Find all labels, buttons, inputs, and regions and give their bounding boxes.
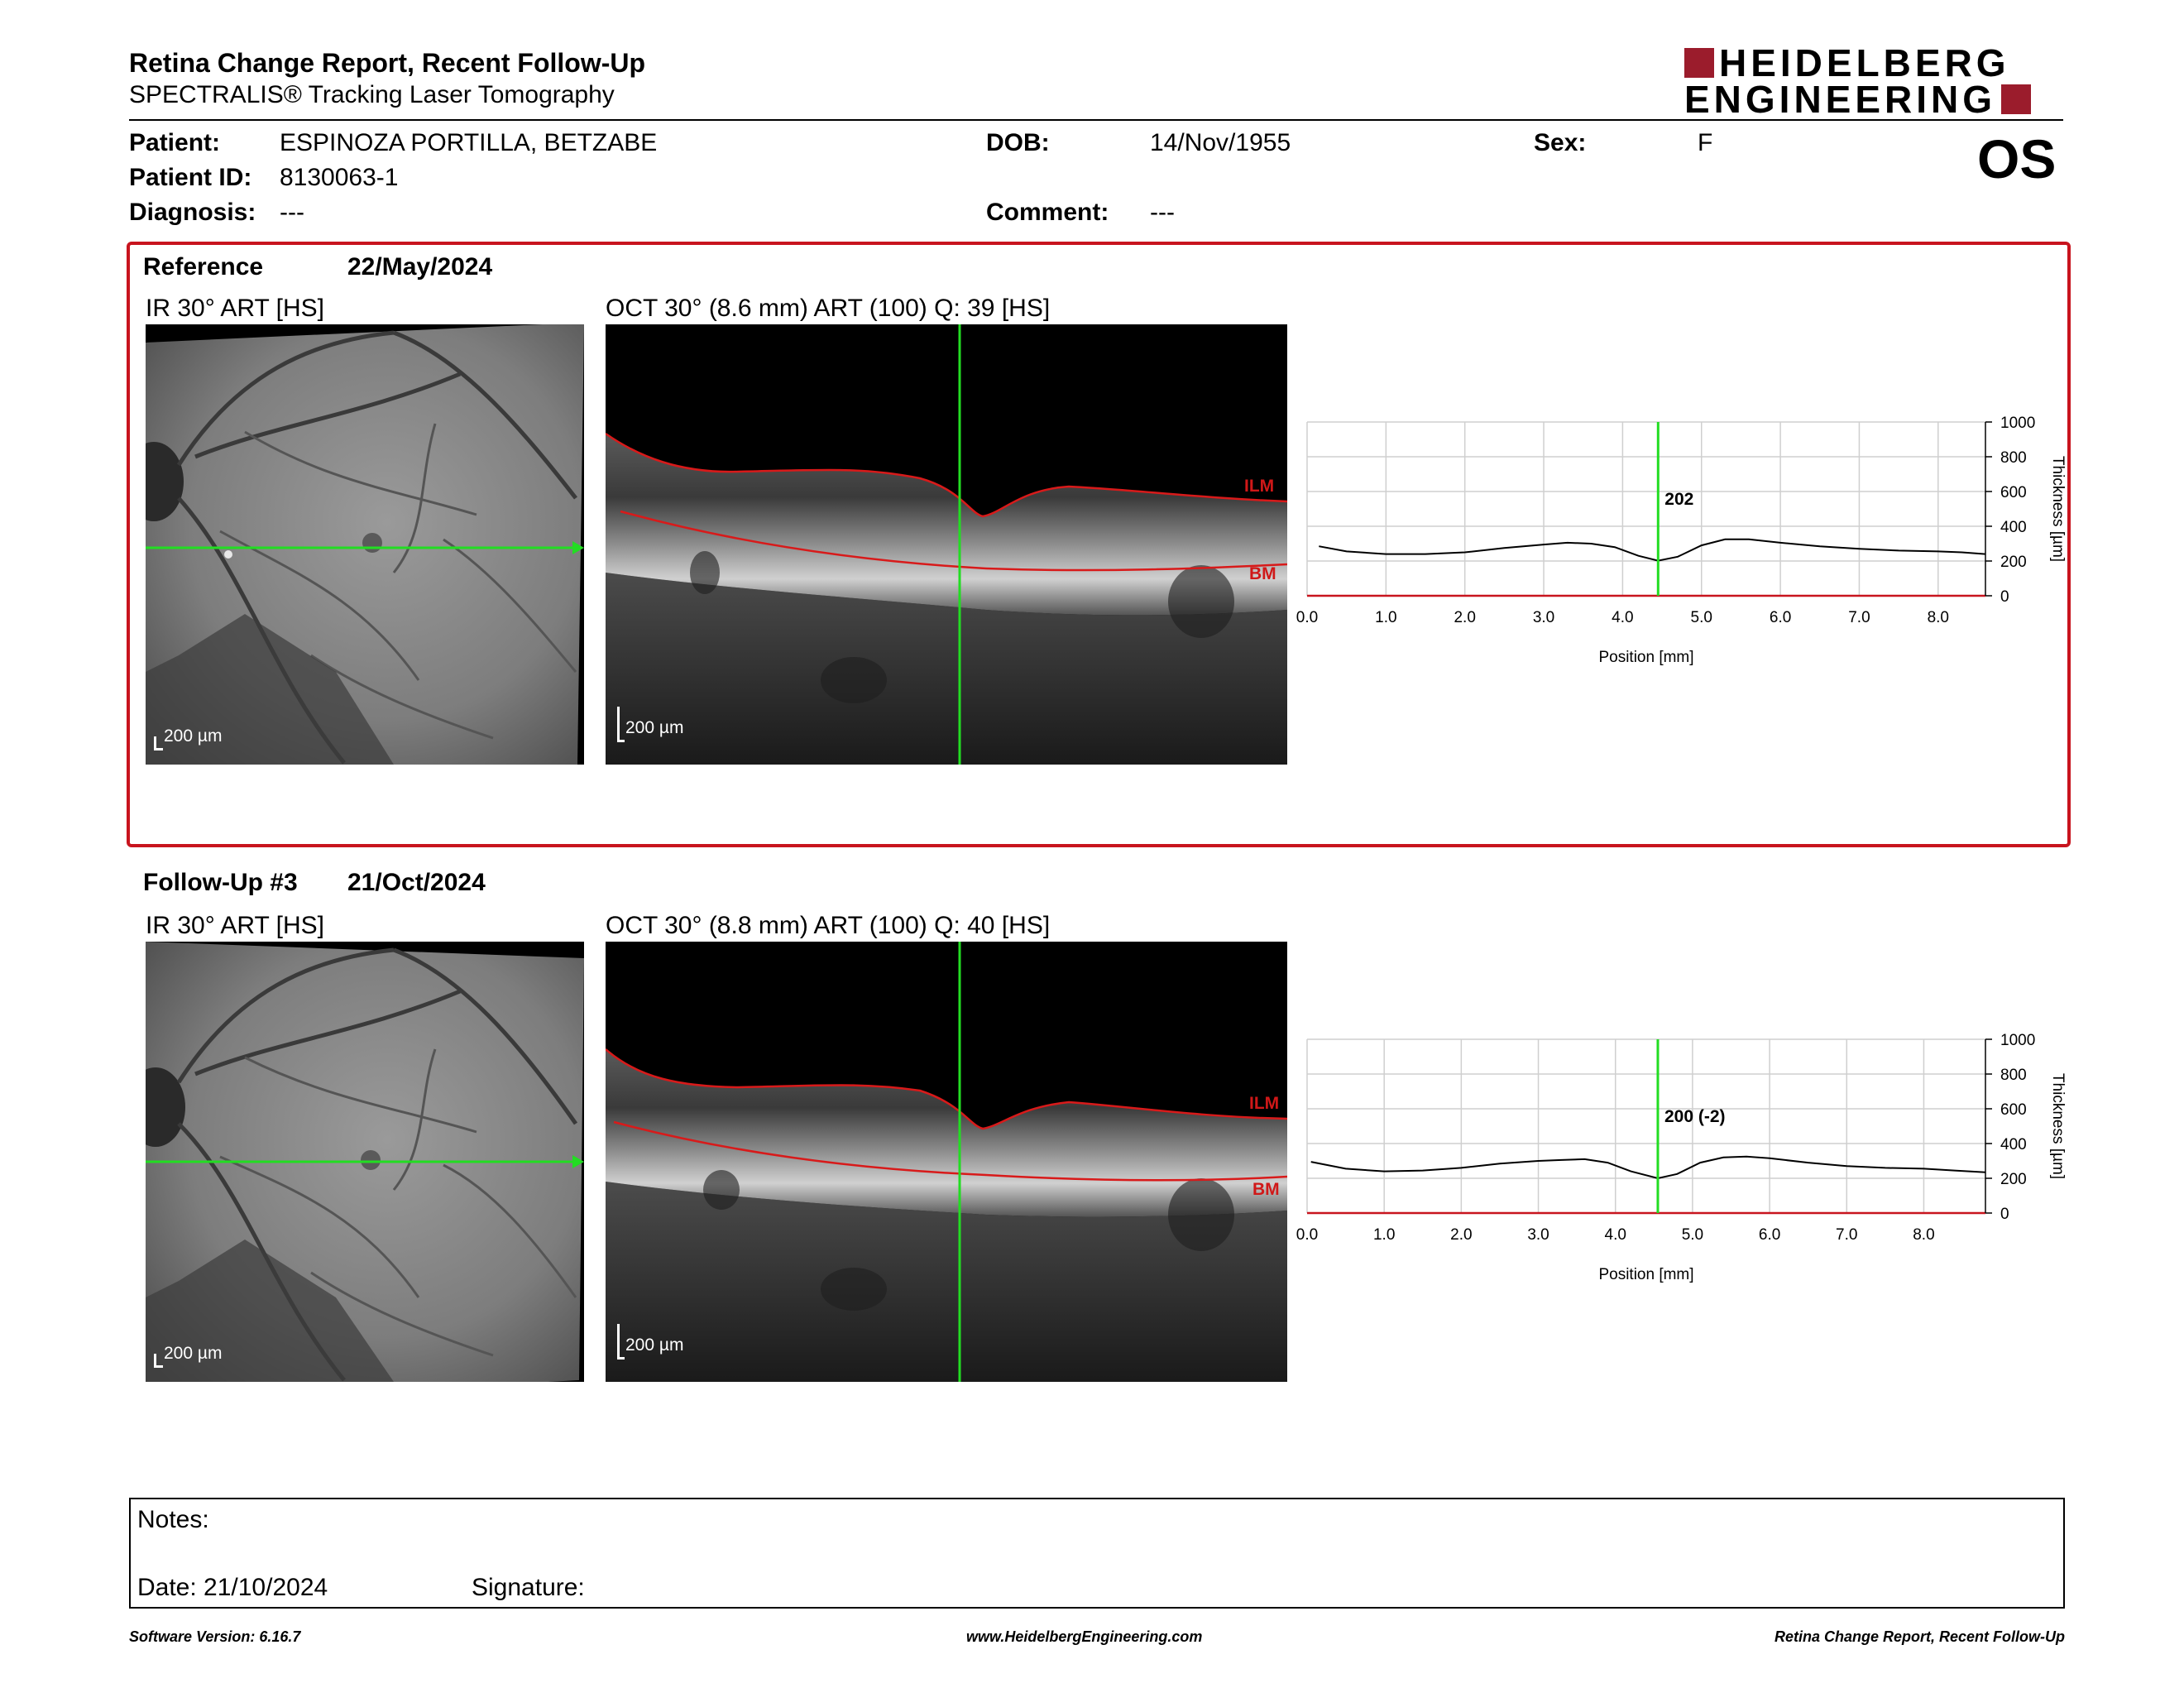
x-tick-label: 5.0 [1682,1226,1703,1244]
reference-highlight-box [127,242,2071,847]
oct-scale-label: 200 µm [625,718,684,737]
x-tick-label: 7.0 [1836,1226,1857,1244]
x-tick-label: 5.0 [1691,609,1712,626]
oct-image-title: OCT 30° (8.6 mm) ART (100) Q: 39 [HS] [606,295,1051,322]
comment-label: Comment: [986,199,1109,226]
x-tick-label: 7.0 [1848,609,1870,626]
header-divider [129,119,2063,121]
scale-bar-icon [617,707,625,742]
thickness-profile-chart[interactable]: 0 200 400 600 800 1000 0.0 1.0 2.0 3.0 4.0 5.0 6.0 7.… [1291,1023,2085,1304]
x-tick-label: 3.0 [1527,1226,1549,1244]
cursor-value-label: 200 (-2) [1664,1107,1726,1126]
patient-label: Patient: [129,129,221,156]
software-version: Software Version: 6.16.7 [129,1628,301,1645]
y-tick-label: 600 [2000,484,2027,501]
x-tick-label: 2.0 [1454,609,1475,626]
x-tick-label: 1.0 [1373,1226,1395,1244]
thickness-series-line [1310,1155,1986,1180]
x-tick-label: 8.0 [1928,609,1949,626]
notes-date: Date: 21/10/2024 [137,1574,328,1601]
x-tick-label: 8.0 [1913,1226,1934,1244]
notes-box[interactable]: Notes: Date: 21/10/2024 Signature: [129,1498,2065,1609]
bm-layer-label: BM [1252,1180,1280,1199]
dob-value: 14/Nov/1955 [1150,129,1291,156]
x-tick-label: 0.0 [1296,609,1318,626]
thickness-series-line [1319,538,1986,562]
comment-value: --- [1150,199,1175,226]
ir-scale-label: 200 µm [164,727,223,746]
scale-bar-icon [154,1354,163,1368]
y-tick-label: 400 [2000,1136,2027,1153]
x-tick-label: 6.0 [1770,609,1791,626]
scale-bar-icon [617,1324,625,1360]
x-axis-title: Position [mm] [1598,649,1693,666]
y-tick-label: 400 [2000,519,2027,536]
eye-laterality: OS [1977,128,2057,189]
notes-label: Notes: [137,1506,209,1533]
scale-bar-icon [154,736,163,750]
y-tick-label: 0 [2000,588,2009,606]
ir-fundus-image[interactable]: 200 µm [146,942,584,1382]
sex-value: F [1698,129,1713,156]
logo-line-2: ENGINEERING [1684,78,1997,121]
x-tick-label: 3.0 [1533,609,1554,626]
oct-bscan-image[interactable]: ILM BM 200 µm [606,942,1287,1382]
y-axis-title: Thickness [µm] [2049,1073,2067,1179]
y-tick-label: 800 [2000,449,2027,467]
report-subtitle: SPECTRALIS® Tracking Laser Tomography [129,81,615,108]
y-tick-label: 800 [2000,1067,2027,1084]
patient-name: ESPINOZA PORTILLA, BETZABE [280,129,658,156]
ilm-layer-label: ILM [1249,1094,1280,1113]
footer-website: www.HeidelbergEngineering.com [966,1628,1203,1645]
reference-date: 22/May/2024 [347,253,493,281]
signature-label: Signature: [472,1574,585,1601]
y-tick-label: 600 [2000,1101,2027,1119]
ir-image-title: IR 30° ART [HS] [146,295,324,322]
cursor-value-label: 202 [1664,490,1693,509]
y-tick-label: 200 [2000,554,2027,571]
x-axis-title: Position [mm] [1598,1266,1693,1283]
ir-image-title: IR 30° ART [HS] [146,912,324,939]
x-tick-label: 1.0 [1375,609,1396,626]
oct-image-title: OCT 30° (8.8 mm) ART (100) Q: 40 [HS] [606,912,1051,939]
reference-label: Reference [143,253,264,281]
diagnosis-label: Diagnosis: [129,199,256,226]
x-tick-label: 4.0 [1605,1226,1626,1244]
oct-bscan-image[interactable]: ILM BM 200 µm [606,324,1287,765]
x-tick-label: 2.0 [1450,1226,1472,1244]
y-tick-label: 1000 [2000,415,2035,432]
patient-id-value: 8130063-1 [280,164,399,191]
dob-label: DOB: [986,129,1050,156]
y-tick-label: 1000 [2000,1032,2035,1049]
follow-up-date: 21/Oct/2024 [347,869,486,896]
x-tick-label: 6.0 [1759,1226,1780,1244]
oct-scale-label: 200 µm [625,1336,684,1355]
follow-up-label: Follow-Up #3 [143,869,298,896]
y-tick-label: 0 [2000,1206,2009,1223]
y-axis-title: Thickness [µm] [2049,456,2067,562]
bm-layer-label: BM [1249,564,1276,583]
ir-scale-label: 200 µm [164,1344,223,1363]
y-tick-label: 200 [2000,1171,2027,1188]
patient-id-label: Patient ID: [129,164,252,191]
thickness-profile-chart[interactable]: 0 200 400 600 800 1000 0.0 1.0 2.0 3.0 4.0 5.0 6.0 7.… [1291,405,2085,687]
report-title: Retina Change Report, Recent Follow-Up [129,48,646,78]
ilm-layer-label: ILM [1244,477,1275,496]
logo-square-icon [1684,48,1714,78]
ir-fundus-image[interactable]: 200 µm [146,324,584,765]
sex-label: Sex: [1534,129,1587,156]
logo-line-1: HEIDELBERG [1719,41,2010,84]
diagnosis-value: --- [280,199,304,226]
x-tick-label: 4.0 [1612,609,1633,626]
logo-square-icon [2001,84,2032,114]
footer-report-name: Retina Change Report, Recent Follow-Up [1774,1628,2065,1645]
x-tick-label: 0.0 [1296,1226,1318,1244]
